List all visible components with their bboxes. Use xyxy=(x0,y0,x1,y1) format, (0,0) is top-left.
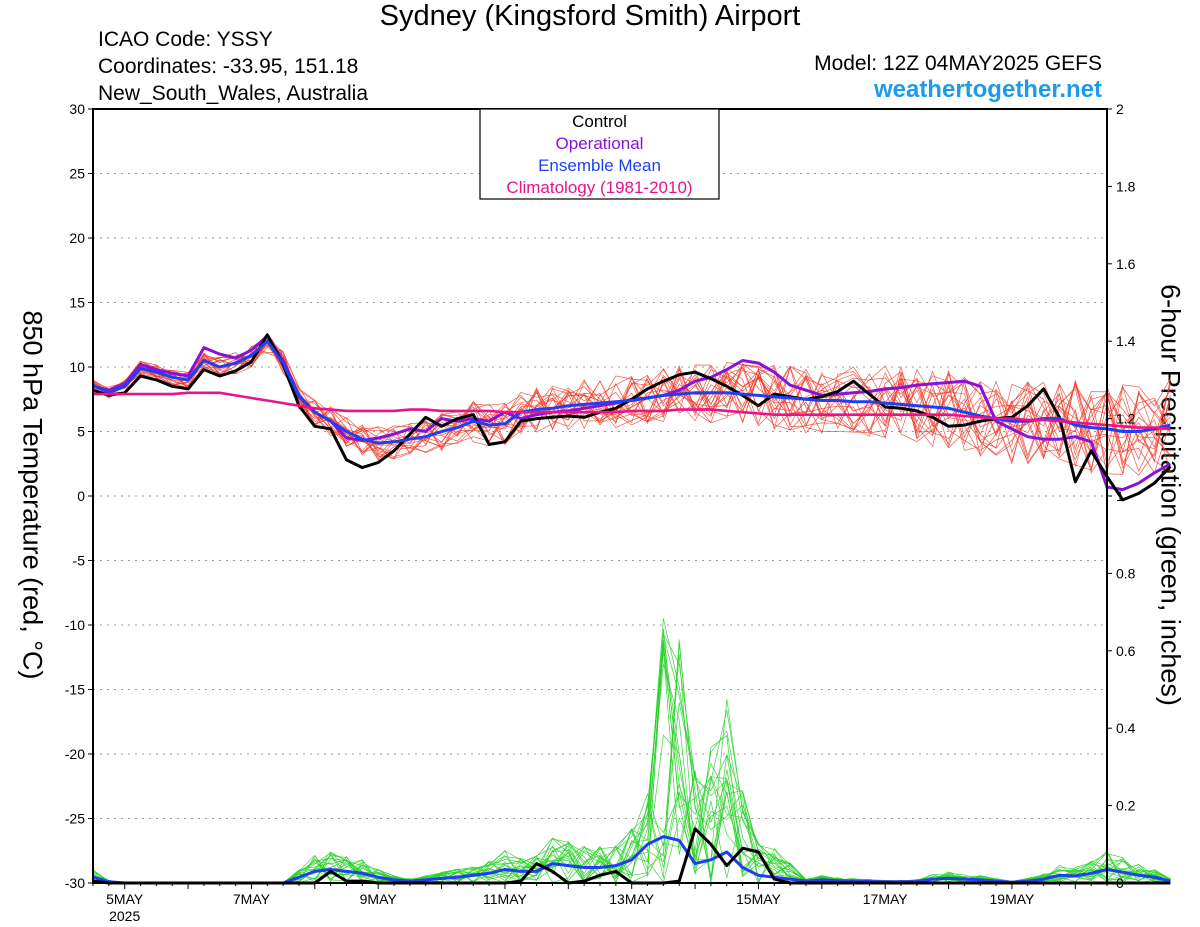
y-tick-label: -20 xyxy=(65,746,85,762)
x-tick-label: 13MAY xyxy=(609,891,655,907)
x-tick-label: 15MAY xyxy=(736,891,782,907)
y2-tick-label: 0.2 xyxy=(1116,798,1136,814)
y2-tick-label: 1.8 xyxy=(1116,178,1136,194)
y-tick-label: -25 xyxy=(65,811,85,827)
x-tick-label: 19MAY xyxy=(990,891,1036,907)
y2-tick-label: 2 xyxy=(1116,101,1124,117)
coordinates: Coordinates: -33.95, 151.18 xyxy=(98,55,359,78)
legend: Control Operational Ensemble Mean Climatolo… xyxy=(479,108,720,200)
y2-tick-label: 0.6 xyxy=(1116,643,1136,659)
precip-member-line xyxy=(92,628,1171,884)
x-tick-sublabel: 2025 xyxy=(109,908,140,924)
x-tick-label: 17MAY xyxy=(863,891,909,907)
legend-item-climatology-1981-2010: Climatology (1981-2010) xyxy=(506,178,692,197)
y2-tick-label: 0.4 xyxy=(1116,720,1136,736)
y-tick-label: 10 xyxy=(69,359,85,375)
icao-code: ICAO Code: YSSY xyxy=(98,28,273,51)
x-tick-label: 11MAY xyxy=(483,891,527,907)
y2-tick-label: 1.6 xyxy=(1116,256,1136,272)
precip-member-line xyxy=(92,804,1171,884)
legend-item-ensemble-mean: Ensemble Mean xyxy=(538,156,661,175)
y-tick-label: -15 xyxy=(65,682,85,698)
y2-tick-label: 1 xyxy=(1116,488,1124,504)
site-link[interactable]: weathertogether.net xyxy=(873,76,1102,103)
grid-layer xyxy=(93,173,1107,819)
y2-tick-label: 1.2 xyxy=(1116,411,1136,427)
y-tick-label: -5 xyxy=(73,553,86,569)
region: New_South_Wales, Australia xyxy=(98,82,369,105)
temp-member-line xyxy=(92,342,1171,474)
x-tick-label: 7MAY xyxy=(233,891,271,907)
y-tick-label: -10 xyxy=(65,617,85,633)
temp-member-line xyxy=(92,332,1171,460)
legend-box xyxy=(479,108,720,200)
series-layer xyxy=(92,333,1172,885)
legend-item-operational: Operational xyxy=(556,134,644,153)
y-tick-label: 0 xyxy=(77,488,85,504)
precip-member-line xyxy=(92,664,1171,884)
precip-member-line xyxy=(92,653,1171,884)
temp-member-line xyxy=(92,351,1171,459)
y-tick-label: 30 xyxy=(69,101,85,117)
temp-series-climatology-1981-2010- xyxy=(93,391,1171,431)
model-run: Model: 12Z 04MAY2025 GEFS xyxy=(814,52,1102,75)
y-tick-label: 20 xyxy=(69,230,85,246)
y-tick-label: 15 xyxy=(69,295,85,311)
legend-item-control: Control xyxy=(572,112,627,131)
temp-member-line xyxy=(92,341,1171,465)
y-tick-label: 25 xyxy=(69,166,85,182)
x-tick-label: 5MAY xyxy=(106,891,144,907)
y2-tick-label: 1.4 xyxy=(1116,333,1136,349)
y-tick-label: 5 xyxy=(77,424,85,440)
axis-layer: 302520151050-5-10-15-20-25-3021.81.61.41… xyxy=(65,101,1136,924)
y2-tick-label: 0.8 xyxy=(1116,565,1136,581)
precip-member-line xyxy=(92,650,1171,884)
precip-member-line xyxy=(92,642,1171,884)
ensemble-members-layer xyxy=(92,332,1171,884)
x-tick-label: 9MAY xyxy=(360,891,398,907)
chart-title: Sydney (Kingsford Smith) Airport xyxy=(379,0,801,32)
precip-member-line xyxy=(92,635,1171,884)
y-tick-label: -30 xyxy=(65,875,85,891)
y2-tick-label: 0 xyxy=(1116,875,1124,891)
precip-member-line xyxy=(92,632,1171,884)
